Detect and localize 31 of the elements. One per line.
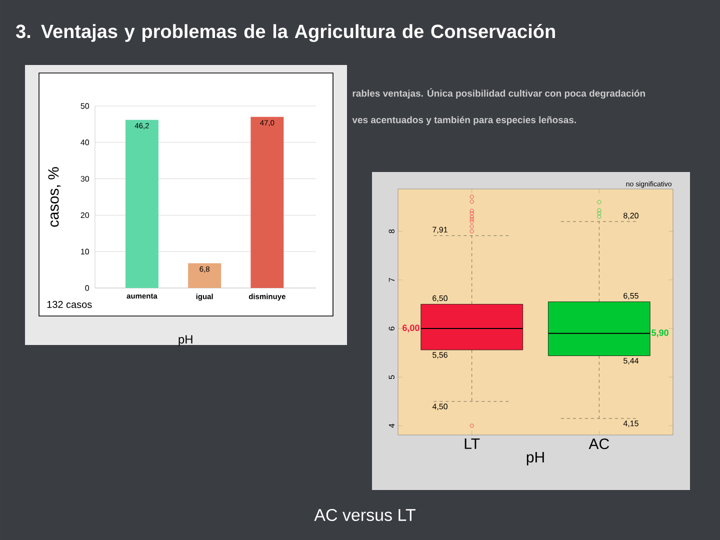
text: AC versus LT (314, 508, 416, 522)
y-tick-label: 5 (388, 375, 394, 380)
y-axis-title: casos, % (48, 167, 61, 227)
annotation: 5,56 (432, 352, 448, 359)
annotation: 4,50 (432, 404, 448, 410)
annotation: 5,90 (652, 330, 668, 338)
annotation: 8,20 (624, 212, 638, 220)
annotation: 6,00 (402, 324, 420, 332)
annotation: 7,91 (432, 226, 448, 234)
text: rables ventajas. Única posibilidad cultivar con poca degradación (352, 88, 645, 99)
y-tick-label: 50 (80, 103, 90, 109)
x-tick-label: AC (588, 438, 609, 450)
annotation: 4,15 (623, 420, 638, 428)
y-tick-label: 6 (388, 326, 394, 330)
y-tick-label: 8 (388, 229, 394, 234)
x-tick-label: LT (464, 438, 480, 449)
annotation: 5,44 (624, 358, 639, 364)
y-tick-label: 0 (85, 285, 90, 291)
y-tick-label: 20 (80, 212, 90, 218)
x-axis-title: pH (526, 452, 544, 466)
y-tick-label: 7 (388, 278, 394, 282)
chart-title: 3. Ventajas y problemas de la Agricultura de Conservación (16, 24, 555, 42)
annotation: 6,55 (624, 292, 638, 300)
y-tick-label: 30 (80, 176, 90, 182)
y-tick-label: 4 (388, 424, 394, 428)
y-tick-label: 40 (80, 140, 90, 146)
text: 132 casos (47, 300, 92, 308)
annotation: 6,50 (432, 295, 448, 302)
text: ves acentuados y también para especies leñosas. (352, 116, 576, 126)
y-tick-label: 10 (81, 248, 90, 254)
x-axis-title: pH (178, 335, 192, 346)
